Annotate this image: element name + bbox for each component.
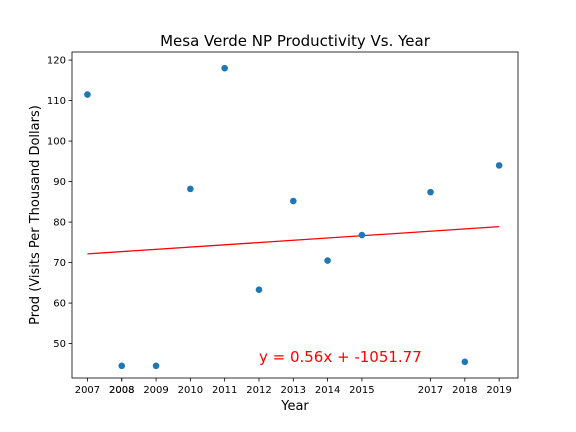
regression-equation: y = 0.56x + -1051.77 xyxy=(259,348,422,366)
x-tick-label: 2018 xyxy=(452,385,477,396)
x-tick-label: 2008 xyxy=(109,385,134,396)
x-tick-label: 2015 xyxy=(349,385,374,396)
y-axis-label: Prod (Visits Per Thousand Dollars) xyxy=(28,105,43,325)
x-tick-label: 2012 xyxy=(246,385,271,396)
plot-area-frame xyxy=(71,51,519,379)
y-tick-label: 100 xyxy=(47,137,66,148)
chart-title: Mesa Verde NP Productivity Vs. Year xyxy=(160,32,431,50)
scatter-point xyxy=(255,286,263,294)
scatter-point xyxy=(427,188,434,196)
scatter-point xyxy=(461,358,469,366)
scatter-point xyxy=(358,231,366,239)
scatter-point xyxy=(495,162,503,169)
x-axis-label: Year xyxy=(280,399,309,414)
scatter-point xyxy=(221,64,228,72)
x-tick-label: 2008 xyxy=(109,385,134,396)
y-tick-label: 60 xyxy=(53,299,66,310)
scatter-point xyxy=(152,362,160,370)
x-tick-label: 2007 xyxy=(75,385,100,396)
x-tick-label: 2011 xyxy=(212,385,237,396)
y-tick-label: 70 xyxy=(53,258,66,269)
scatter-point xyxy=(324,257,331,264)
x-tick-label: 2009 xyxy=(143,385,168,396)
x-tick-label: 2014 xyxy=(315,385,340,396)
y-tick-label: 120 xyxy=(47,56,66,67)
y-tick-label: 90 xyxy=(53,177,66,188)
x-tick-label: 2019 xyxy=(486,385,511,396)
scatter-point xyxy=(84,91,91,98)
y-tick-label: 50 xyxy=(53,339,66,350)
points-layer xyxy=(84,64,503,370)
y-tick-label: 80 xyxy=(53,218,66,229)
scatter-point xyxy=(187,185,194,193)
y-tick-label: 110 xyxy=(47,96,66,107)
x-tick-label: 2010 xyxy=(178,385,203,396)
scatter-point xyxy=(289,197,297,205)
regression-line xyxy=(87,226,500,255)
scatter-point xyxy=(118,362,126,370)
regression-layer xyxy=(87,226,500,255)
x-tick-label: 2013 xyxy=(281,385,306,396)
x-tick-label: 2017 xyxy=(418,385,443,396)
